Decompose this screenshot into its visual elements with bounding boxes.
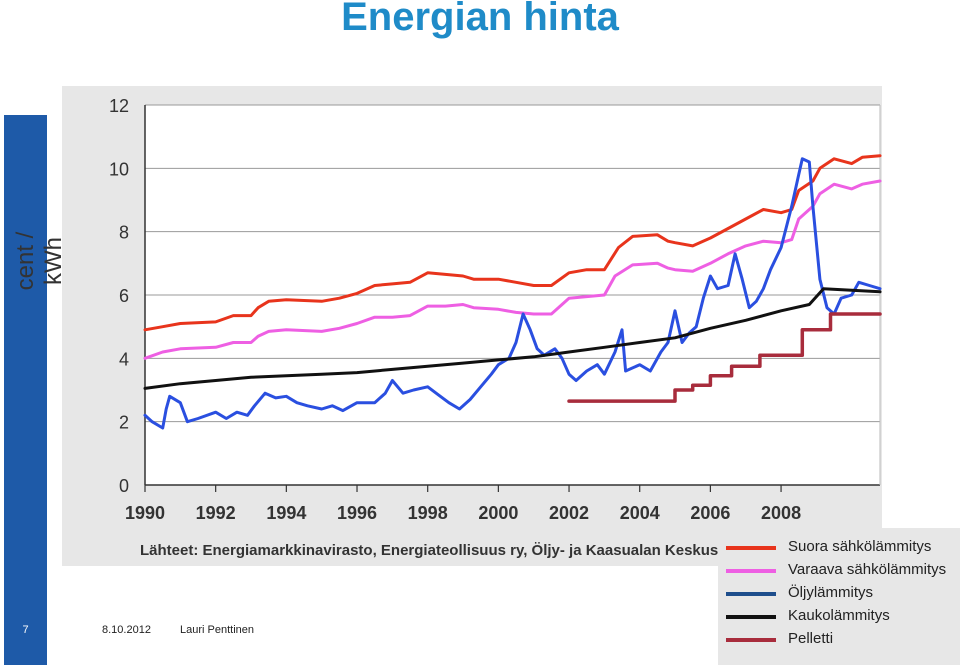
- x-tick-label: 2006: [690, 503, 730, 523]
- legend-swatch: [726, 546, 776, 550]
- y-tick-label: 10: [109, 159, 129, 179]
- side-accent-bar: [4, 115, 47, 665]
- legend-swatch: [726, 615, 776, 619]
- slide-number: 7: [22, 624, 29, 636]
- legend-label: Öljylämmitys: [788, 584, 873, 601]
- x-tick-label: 1996: [337, 503, 377, 523]
- y-tick-label: 6: [119, 286, 129, 306]
- y-tick-label: 0: [119, 476, 129, 496]
- footer-author: Lauri Penttinen: [180, 624, 254, 636]
- series-varaava-sahko-line: [143, 179, 882, 360]
- chart-sources: Lähteet: Energiamarkkinavirasto, Energia…: [140, 542, 750, 559]
- legend-label: Kaukolämmitys: [788, 607, 890, 624]
- legend-swatch: [726, 569, 776, 573]
- x-tick-label: 1994: [266, 503, 306, 523]
- legend-swatch: [726, 592, 776, 596]
- x-tick-label: 2000: [478, 503, 518, 523]
- y-tick-label: 4: [119, 349, 129, 369]
- series-kauko-line: [143, 287, 882, 390]
- y-tick-label: 12: [109, 96, 129, 116]
- legend-item-oljy: Öljylämmitys: [726, 584, 960, 604]
- slide-title: Energian hinta: [341, 0, 619, 39]
- x-tick-label: 2002: [549, 503, 589, 523]
- legend-item-pelletti: Pelletti: [726, 630, 960, 650]
- x-tick-label: 1992: [196, 503, 236, 523]
- legend-item-kauko: Kaukolämmitys: [726, 607, 960, 627]
- legend-swatch: [726, 638, 776, 642]
- price-line-chart: 0 2 4 6 8 10 12 1990 1992 1994 1996 1998 2000 2002 200…: [109, 96, 882, 523]
- y-tick-label: 2: [119, 413, 129, 433]
- x-tick-label: 2008: [761, 503, 801, 523]
- x-tick-label: 1998: [408, 503, 448, 523]
- legend-item-suora: Suora sähkölämmitys: [726, 538, 960, 558]
- legend-label: Pelletti: [788, 630, 834, 647]
- legend-label: Suora sähkölämmitys: [788, 538, 932, 555]
- y-tick-label: 8: [119, 223, 129, 243]
- series-suora-sahko-line: [143, 154, 882, 332]
- x-tick-label: 1990: [125, 503, 165, 523]
- chart-legend: Suora sähkölämmitys Varaava sähkölämmity…: [718, 528, 960, 665]
- legend-label: Varaava sähkölämmitys: [788, 561, 947, 578]
- series-oljy-line: [143, 157, 882, 430]
- legend-item-varaava: Varaava sähkölämmitys: [726, 561, 960, 581]
- footer-date: 8.10.2012: [102, 624, 151, 636]
- x-tick-label: 2004: [620, 503, 660, 523]
- series-pelletti-line: [567, 312, 882, 403]
- y-axis-label: cent / kWh: [12, 231, 67, 291]
